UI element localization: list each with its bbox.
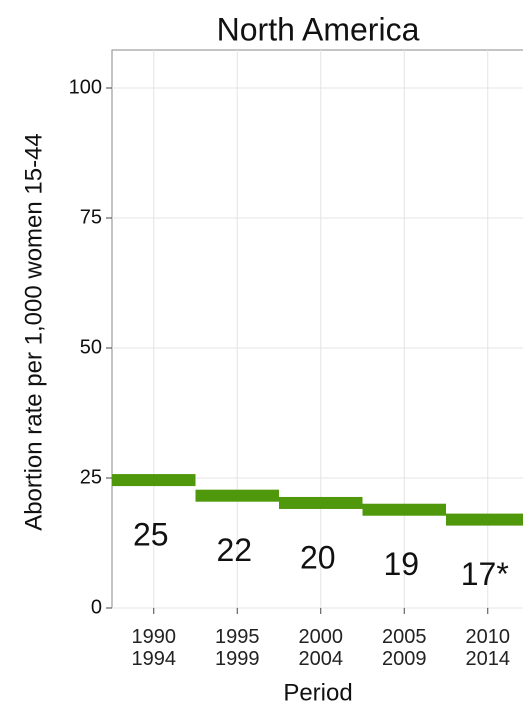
value-label: 17* (461, 556, 509, 592)
y-tick-label: 75 (80, 206, 102, 228)
value-label: 25 (133, 517, 169, 553)
step-segment (112, 474, 196, 487)
x-tick-label: 2005 2009 (382, 626, 427, 670)
x-tick-label: 1990 1994 (131, 626, 177, 670)
x-tick-label: 2010 2014 (465, 626, 511, 670)
value-label: 20 (300, 539, 336, 575)
value-label: 22 (216, 532, 252, 568)
x-tick-label: 2000 2004 (298, 626, 344, 670)
step-segment (195, 489, 279, 502)
y-tick-label: 100 (69, 76, 102, 98)
value-label: 19 (383, 546, 419, 582)
y-tick-label: 25 (80, 466, 102, 488)
y-tick-label: 0 (91, 596, 102, 618)
step-segment (279, 496, 363, 509)
x-axis-title: Period (283, 679, 352, 706)
y-tick-label: 50 (80, 336, 102, 358)
y-axis-title: Abortion rate per 1,000 women 15-44 (20, 133, 47, 531)
chart-title: North America (217, 11, 420, 47)
step-segment (446, 513, 523, 526)
step-segment (362, 503, 446, 516)
x-tick-label: 1995 1999 (215, 626, 260, 670)
